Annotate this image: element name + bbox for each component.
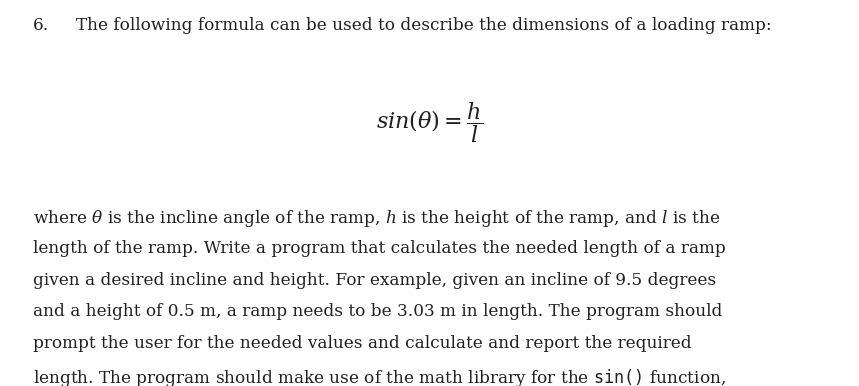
Text: 6.: 6. — [33, 17, 49, 34]
Text: $\mathit{sin}(\theta) = \dfrac{h}{l}$: $\mathit{sin}(\theta) = \dfrac{h}{l}$ — [376, 100, 483, 145]
Text: where $\theta$ is the incline angle of the ramp, $h$ is the height of the ramp, : where $\theta$ is the incline angle of t… — [33, 208, 720, 229]
Text: length. The program should make use of the math library for the $\mathtt{sin()}$: length. The program should make use of t… — [33, 367, 726, 386]
Text: length of the ramp. Write a program that calculates the needed length of a ramp: length of the ramp. Write a program that… — [33, 240, 725, 257]
Text: The following formula can be used to describe the dimensions of a loading ramp:: The following formula can be used to des… — [76, 17, 771, 34]
Text: and a height of 0.5 m, a ramp needs to be 3.03 m in length. The program should: and a height of 0.5 m, a ramp needs to b… — [33, 303, 722, 320]
Text: given a desired incline and height. For example, given an incline of 9.5 degrees: given a desired incline and height. For … — [33, 272, 716, 289]
Text: prompt the user for the needed values and calculate and report the required: prompt the user for the needed values an… — [33, 335, 691, 352]
